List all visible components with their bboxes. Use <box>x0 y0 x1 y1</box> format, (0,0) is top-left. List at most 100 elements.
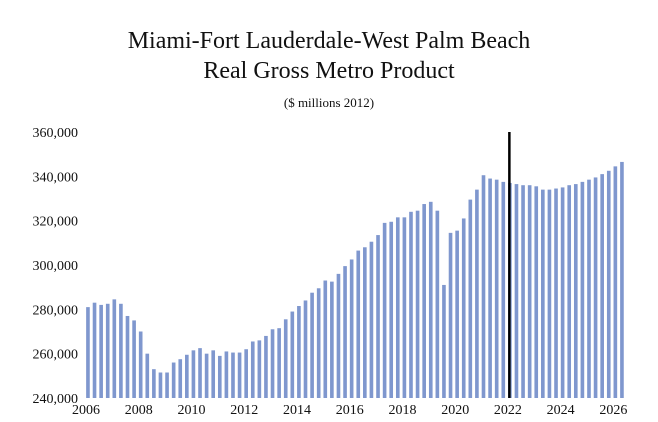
bar <box>198 348 202 399</box>
chart-title-line-1: Miami-Fort Lauderdale-West Palm Beach <box>127 28 531 54</box>
bar <box>620 161 624 398</box>
bar <box>185 354 189 398</box>
y-tick-label: 340,000 <box>33 170 79 185</box>
bar <box>119 303 123 398</box>
bar <box>395 217 400 398</box>
bar <box>92 302 97 398</box>
bar <box>323 280 328 398</box>
bar <box>567 185 572 398</box>
bar <box>171 362 176 398</box>
bar <box>237 352 242 398</box>
bar <box>382 222 387 398</box>
y-tick-label: 360,000 <box>33 126 79 141</box>
bar <box>422 204 426 398</box>
bar <box>541 189 545 398</box>
bar <box>257 340 262 398</box>
bar <box>132 320 136 398</box>
x-tick-label: 2010 <box>177 403 205 418</box>
bar <box>224 351 229 398</box>
bar <box>217 355 222 398</box>
bar <box>547 189 552 398</box>
x-tick-label: 2006 <box>72 403 100 418</box>
bar <box>369 241 374 398</box>
bar <box>303 300 308 398</box>
y-axis: 240,000 260,000 280,000 300,000 320,000 340,0… <box>33 126 79 407</box>
bar <box>521 185 525 398</box>
bar <box>534 186 539 398</box>
bar <box>316 288 321 398</box>
bar <box>99 304 103 398</box>
bar <box>330 281 334 399</box>
bar <box>125 315 130 398</box>
bar <box>158 372 163 398</box>
chart-title: Miami-Fort Lauderdale-West Palm Beach Re… <box>0 26 658 86</box>
bar <box>112 299 117 398</box>
bar <box>270 329 275 398</box>
bar <box>468 199 473 398</box>
bar <box>428 201 433 398</box>
bar <box>415 210 420 398</box>
bar <box>363 247 367 398</box>
bar <box>290 311 295 398</box>
y-tick-label: 240,000 <box>33 392 79 407</box>
bar <box>86 307 90 398</box>
bar <box>435 210 440 398</box>
x-tick-label: 2020 <box>441 403 469 418</box>
bar <box>606 170 611 398</box>
bar <box>191 350 196 398</box>
bar <box>580 181 585 399</box>
bar <box>336 273 341 398</box>
bar <box>409 211 413 398</box>
x-tick-label: 2022 <box>494 403 522 418</box>
bar <box>593 177 598 398</box>
bar <box>343 266 347 398</box>
x-tick-label: 2012 <box>230 403 258 418</box>
bar <box>250 341 255 398</box>
x-tick-label: 2014 <box>283 403 311 418</box>
bar <box>481 175 486 398</box>
bar <box>488 178 492 398</box>
bar <box>527 185 532 398</box>
bar <box>231 352 235 398</box>
bar <box>461 218 466 398</box>
bar <box>165 372 169 398</box>
bar <box>587 179 591 398</box>
bar <box>138 331 143 398</box>
bar <box>613 166 618 398</box>
bar <box>501 181 506 399</box>
bar <box>349 259 354 398</box>
x-tick-label: 2026 <box>599 403 627 418</box>
bar <box>455 230 459 398</box>
y-tick-label: 300,000 <box>33 259 79 274</box>
bar <box>297 306 301 398</box>
bar <box>560 187 565 398</box>
x-tick-label: 2016 <box>336 403 364 418</box>
bar <box>356 250 361 398</box>
bar <box>105 303 110 398</box>
x-axis: 2006 2008 2010 2012 2014 2016 2018 2020 2022 2024… <box>72 403 627 418</box>
bar <box>554 188 558 398</box>
bar <box>204 353 209 398</box>
bar <box>264 335 268 398</box>
x-tick-label: 2018 <box>388 403 416 418</box>
bar <box>244 349 248 398</box>
bar <box>152 369 156 398</box>
y-tick-label: 260,000 <box>33 348 79 363</box>
bar <box>389 221 394 398</box>
bar <box>277 328 281 398</box>
y-tick-label: 280,000 <box>33 303 79 318</box>
bar <box>573 184 578 398</box>
bar <box>376 235 380 398</box>
bar <box>402 217 407 398</box>
bar <box>494 179 499 398</box>
bar <box>514 184 519 398</box>
bar <box>211 350 216 398</box>
bar <box>448 232 453 398</box>
bar <box>600 174 604 398</box>
x-tick-label: 2024 <box>547 403 575 418</box>
bar <box>283 319 288 398</box>
bar <box>442 284 446 398</box>
bar <box>145 353 150 398</box>
bar <box>178 359 183 398</box>
